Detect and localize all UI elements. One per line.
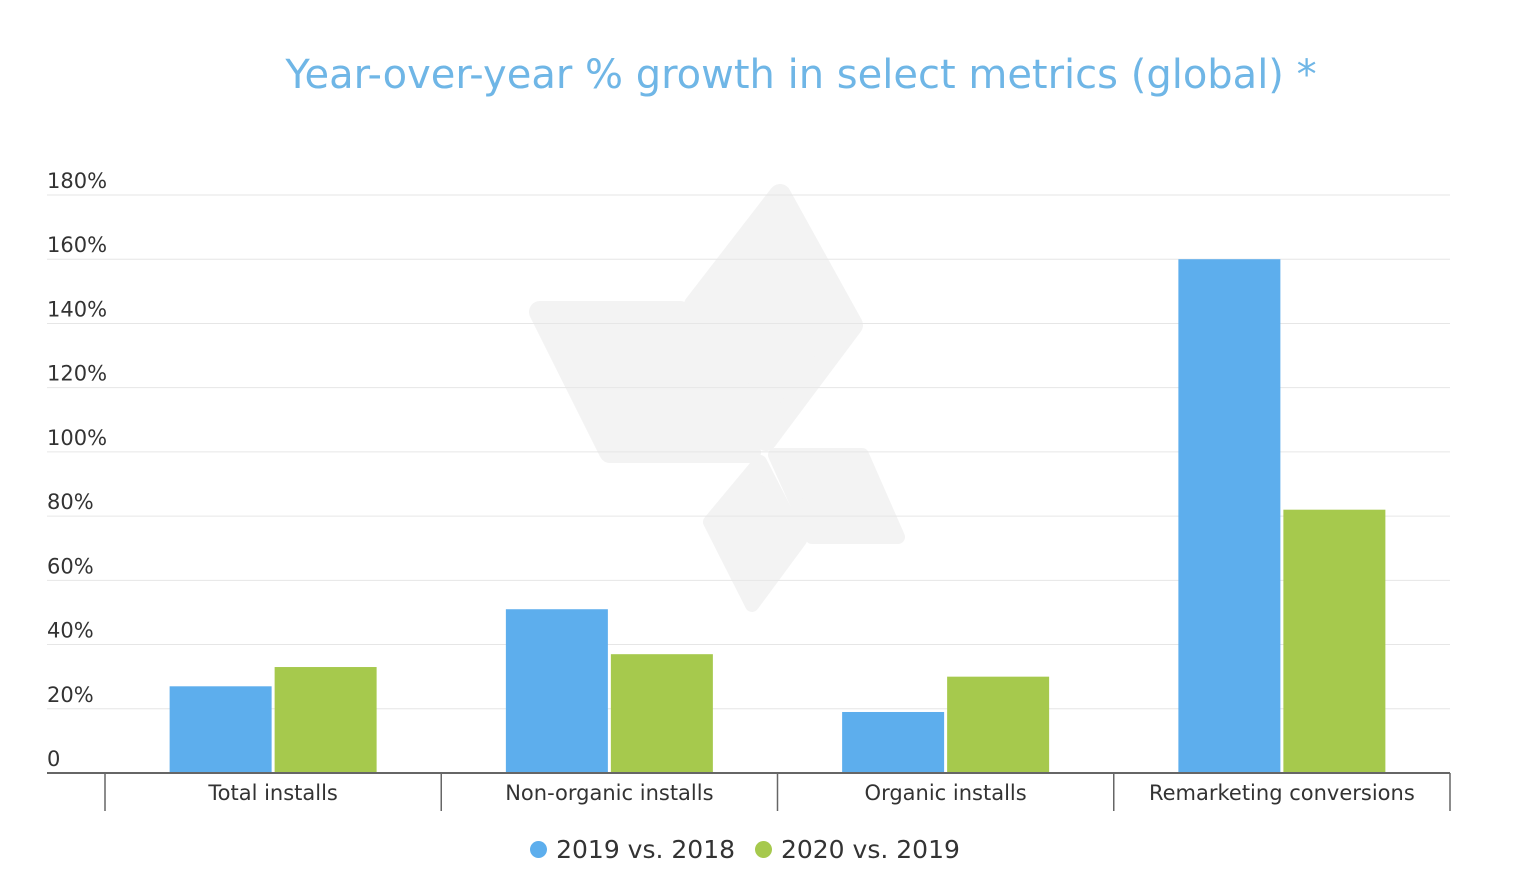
legend-label-series-1: 2019 vs. 2018 [556, 835, 736, 864]
legend-item-series-2: 2020 vs. 2019 [754, 835, 960, 864]
x-tick-label: Remarketing conversions [1149, 781, 1415, 805]
y-tick-label: 0 [47, 747, 60, 771]
legend-dot-series-1 [530, 840, 548, 858]
y-tick-label: 140% [47, 297, 107, 321]
y-tick-label: 120% [47, 362, 107, 386]
x-tick-label: Total installs [207, 781, 338, 805]
y-tick-label: 180% [47, 169, 107, 193]
x-tick-label: Organic installs [865, 781, 1027, 805]
bar-1-3 [842, 711, 945, 773]
bar-2-1 [274, 667, 377, 773]
legend-dot-series-2 [754, 840, 772, 858]
legend-label-series-2: 2020 vs. 2019 [780, 835, 960, 864]
legend-item-series-1: 2019 vs. 2018 [530, 835, 735, 864]
y-tick-label: 100% [47, 426, 107, 450]
chart-title: Year-over-year % growth in select metric… [285, 52, 1317, 98]
bar-2-4 [1283, 509, 1386, 773]
x-tick-label: Non-organic installs [505, 781, 713, 805]
y-tick-label: 40% [47, 619, 94, 643]
bar-1-1 [169, 686, 272, 773]
y-tick-label: 20% [47, 683, 94, 707]
bar-1-4 [1178, 259, 1281, 773]
bar-1-2 [505, 609, 608, 773]
watermark-logo-icon [529, 184, 905, 612]
y-tick-label: 80% [47, 490, 94, 514]
bar-2-3 [947, 676, 1050, 773]
y-tick-label: 60% [47, 554, 94, 578]
bar-2-2 [610, 654, 713, 773]
y-tick-label: 160% [47, 233, 107, 257]
legend: 2019 vs. 2018 2020 vs. 2019 [0, 835, 1490, 864]
